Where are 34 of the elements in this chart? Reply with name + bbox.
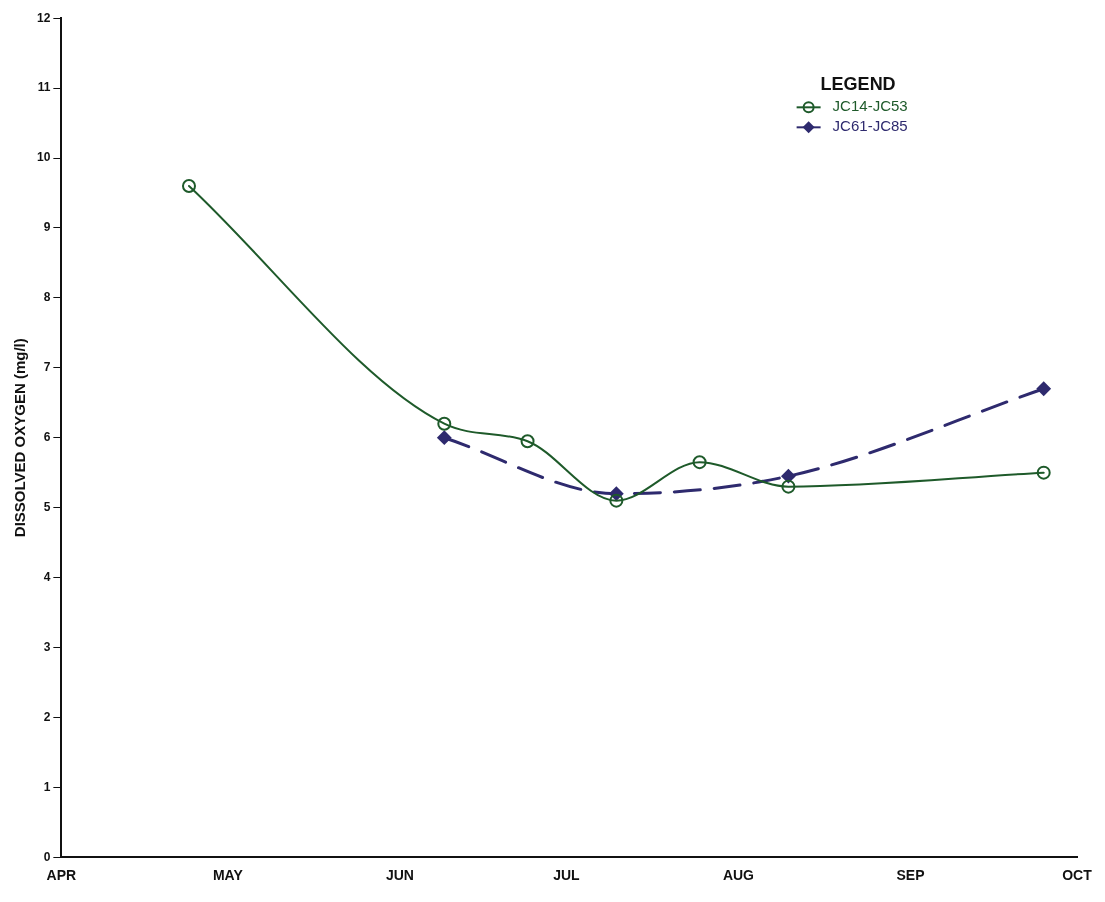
legend-title: LEGEND (820, 74, 896, 95)
x-tick-label: SEP (896, 867, 925, 884)
y-axis-title: DISSOLVED OXYGEN (mg/l) (11, 338, 29, 538)
point (1036, 381, 1051, 396)
point (692, 455, 707, 470)
y-tick-label: 8 (43, 290, 51, 305)
legend-label: JC61-JC85 (832, 117, 908, 135)
point (781, 469, 796, 484)
x-tick-label: JUN (385, 867, 414, 884)
x-tick-label: APR (46, 867, 77, 884)
y-tick-label: 0 (43, 849, 51, 864)
point (609, 493, 624, 508)
point (520, 434, 535, 449)
x-tick-label: JUL (553, 867, 581, 884)
point (182, 179, 196, 193)
y-tick-label: 4 (43, 569, 51, 584)
y-tick-label: 9 (43, 220, 51, 235)
y-tick-label: 7 (43, 360, 51, 375)
point (437, 416, 452, 431)
y-tick-label: 5 (43, 499, 51, 514)
y-tick-label: 11 (37, 80, 51, 95)
point (1036, 465, 1051, 480)
y-tick-label: 12 (36, 10, 51, 25)
legend-label: JC14-JC53 (832, 97, 908, 115)
point (781, 479, 796, 494)
y-tick-label: 1 (43, 779, 51, 794)
y-tick-label: 3 (43, 639, 51, 654)
x-tick-label: OCT (1062, 867, 1093, 884)
x-tick-label: MAY (212, 867, 244, 884)
y-tick-label: 6 (43, 430, 51, 445)
point (437, 430, 452, 445)
x-tick-label: AUG (722, 867, 755, 884)
y-tick-label: 10 (36, 150, 51, 165)
y-tick-label: 2 (43, 709, 51, 724)
